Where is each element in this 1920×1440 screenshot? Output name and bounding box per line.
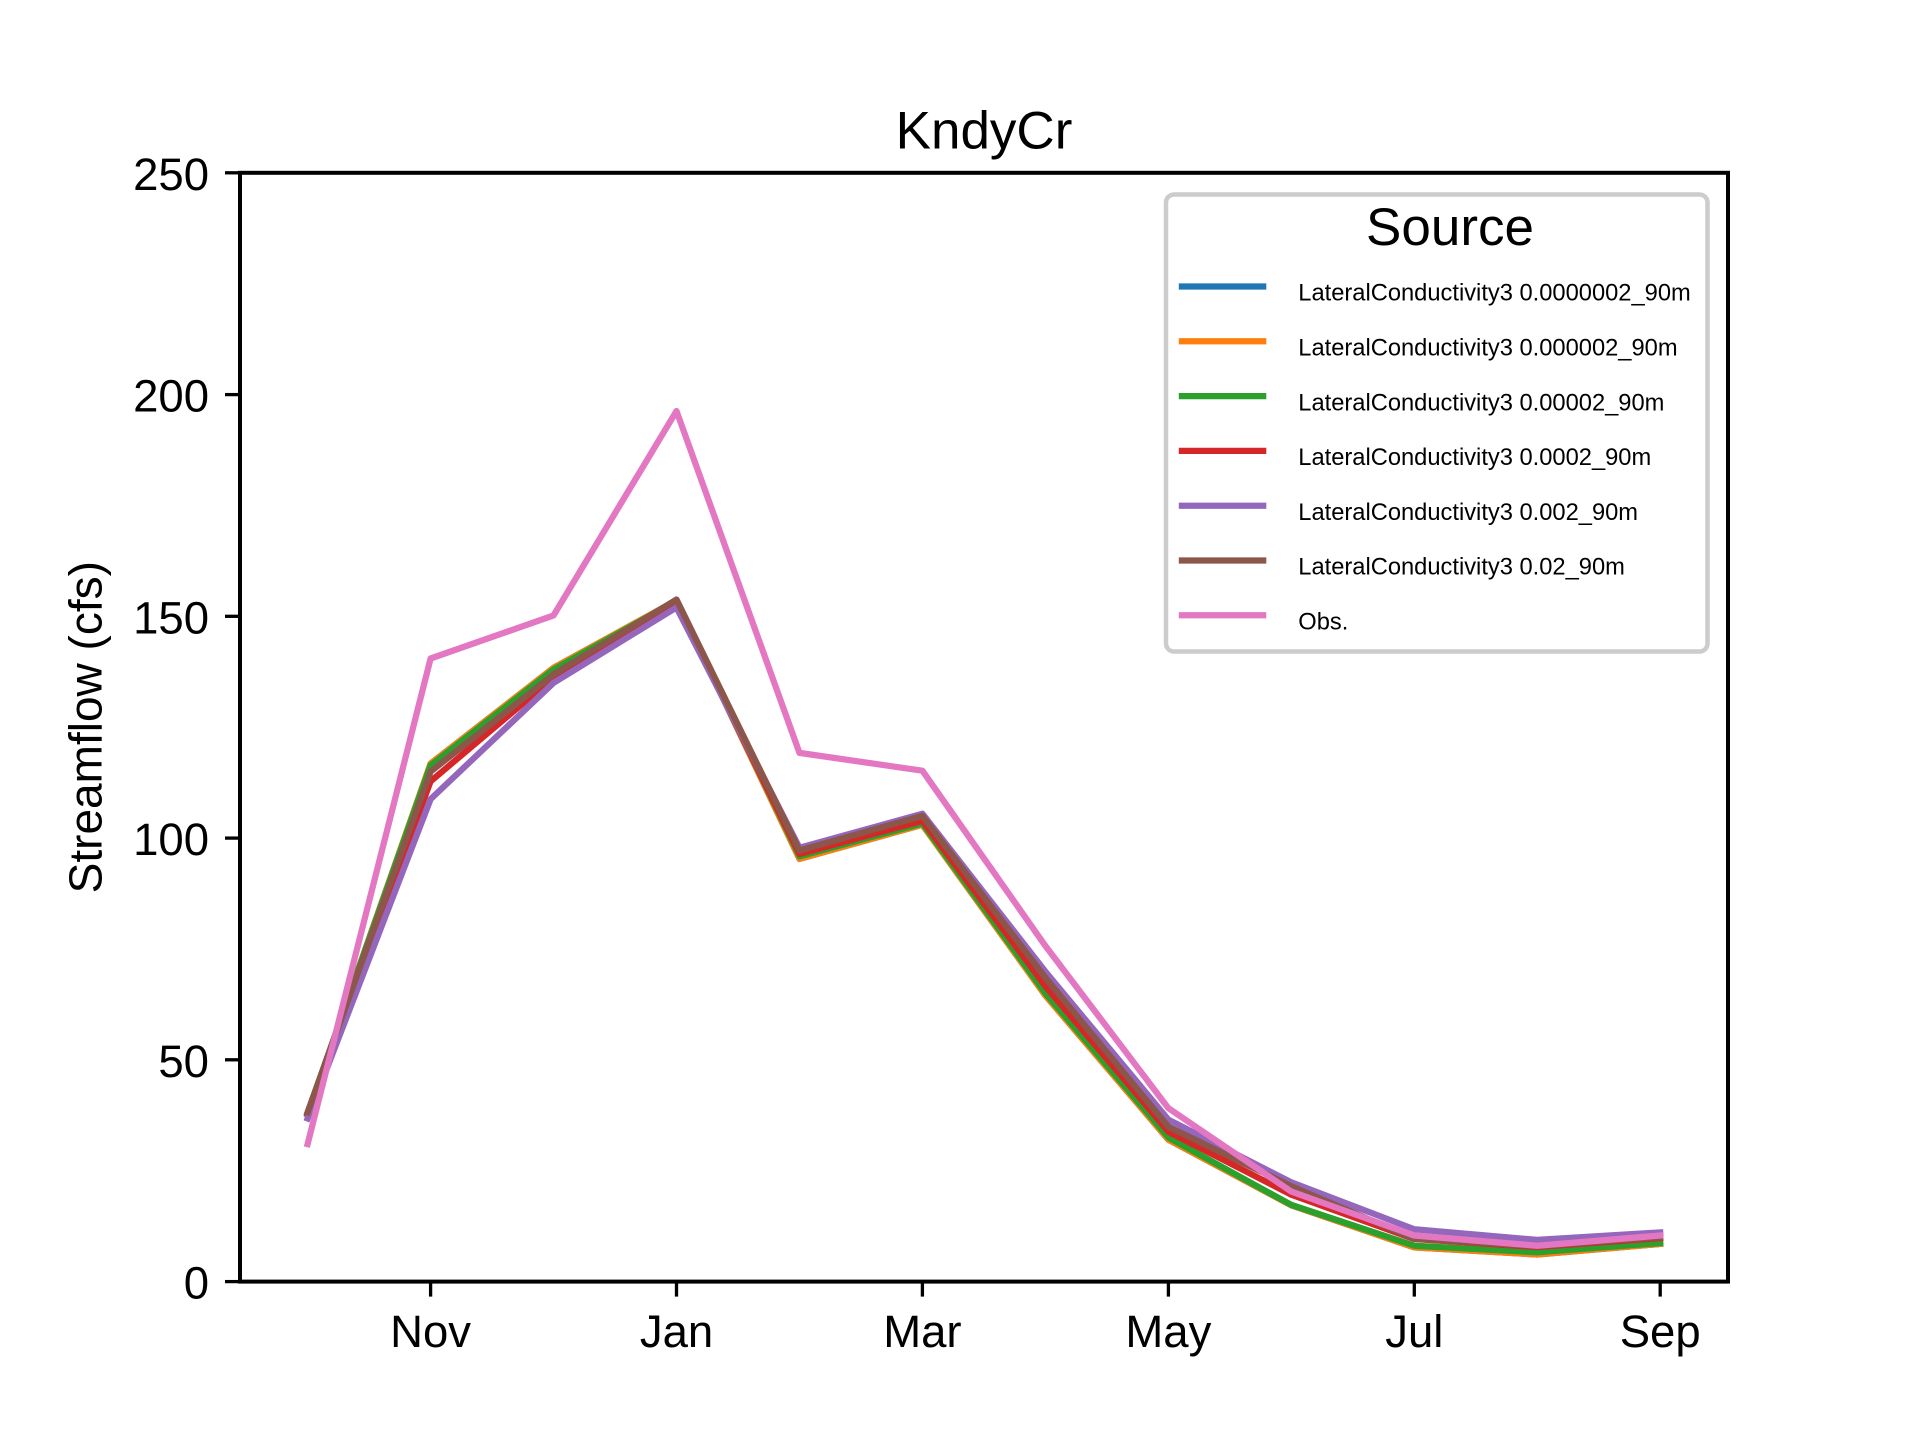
svg-text:LateralConductivity3 0.02_90m: LateralConductivity3 0.02_90m xyxy=(1298,555,1625,581)
svg-text:LateralConductivity3 0.000002_: LateralConductivity3 0.000002_90m xyxy=(1298,336,1677,362)
svg-text:Jul: Jul xyxy=(1385,1306,1443,1357)
svg-text:200: 200 xyxy=(133,371,209,422)
svg-text:May: May xyxy=(1125,1306,1211,1357)
svg-text:Obs.: Obs. xyxy=(1298,610,1348,636)
svg-text:150: 150 xyxy=(133,592,209,643)
svg-text:Sep: Sep xyxy=(1620,1306,1701,1357)
svg-text:Streamflow (cfs): Streamflow (cfs) xyxy=(60,561,112,893)
svg-text:Nov: Nov xyxy=(390,1306,471,1357)
svg-text:Mar: Mar xyxy=(883,1306,961,1357)
svg-text:Jan: Jan xyxy=(640,1306,713,1357)
svg-text:250: 250 xyxy=(133,149,209,200)
svg-text:50: 50 xyxy=(158,1036,209,1087)
svg-text:LateralConductivity3 0.0000002: LateralConductivity3 0.0000002_90m xyxy=(1298,281,1690,307)
svg-text:0: 0 xyxy=(184,1258,209,1309)
svg-text:KndyCr: KndyCr xyxy=(896,101,1073,160)
svg-text:LateralConductivity3 0.002_90m: LateralConductivity3 0.002_90m xyxy=(1298,500,1638,526)
svg-text:LateralConductivity3 0.00002_9: LateralConductivity3 0.00002_90m xyxy=(1298,390,1664,416)
svg-text:100: 100 xyxy=(133,814,209,865)
svg-text:LateralConductivity3 0.0002_90: LateralConductivity3 0.0002_90m xyxy=(1298,445,1651,471)
svg-text:Source: Source xyxy=(1366,198,1534,257)
